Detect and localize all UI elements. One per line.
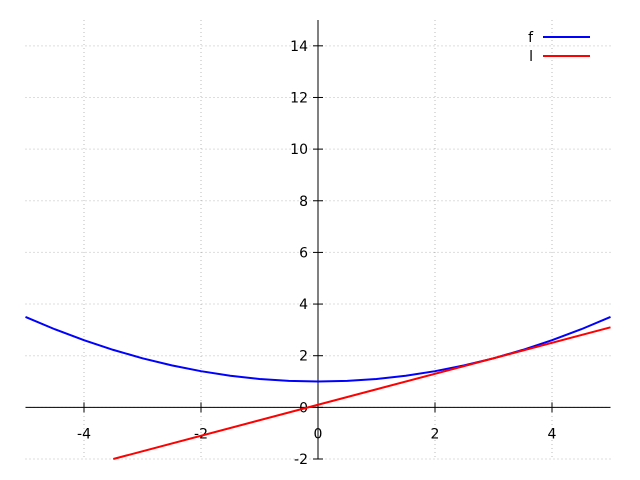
y-tick-label: 4 [299,297,308,313]
y-tick-label: 10 [290,142,308,158]
y-tick-label: 14 [290,39,308,55]
line-series [112,326,611,460]
legend-label: l [529,49,533,65]
y-tick-label: 8 [299,194,308,210]
legend-label: f [528,30,534,46]
x-tick-label: 4 [548,426,557,442]
y-tick-label: 2 [299,349,308,365]
y-tick-label: 12 [290,90,308,106]
y-tick-label: -2 [294,452,308,468]
x-tick-label: 2 [431,426,440,442]
x-tick-label: -2 [194,426,208,442]
legend: fl [528,30,590,65]
x-tick-label: -4 [77,426,91,442]
y-tick-label: 6 [299,245,308,261]
